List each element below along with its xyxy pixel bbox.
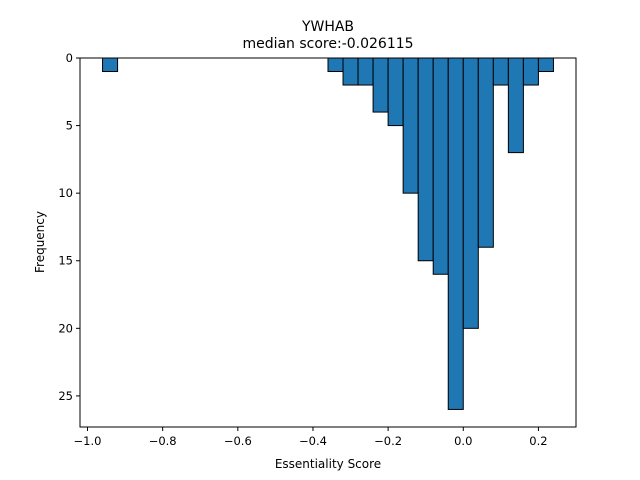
histogram-bar <box>387 57 404 127</box>
histogram-bar <box>492 57 509 86</box>
histogram-bar <box>372 57 389 113</box>
y-tick-label: 15 <box>58 254 73 268</box>
y-tick-label: 25 <box>58 389 73 403</box>
x-tick-label: 0.0 <box>454 434 472 448</box>
histogram-bar <box>507 57 524 154</box>
histogram-bars <box>102 57 554 410</box>
x-axis-ticks: −1.0 −0.8 −0.6 −0.4 −0.2 0.0 0.2 <box>74 427 548 448</box>
axes-frame <box>79 57 577 428</box>
chart-title: YWHAB <box>301 19 354 35</box>
histogram-bar <box>417 57 434 262</box>
histogram-bar <box>102 57 119 73</box>
histogram-bar <box>522 57 539 86</box>
y-tick-label: 5 <box>66 119 73 133</box>
x-axis-label: Essentiality Score <box>275 457 381 471</box>
x-tick-label: −0.4 <box>299 434 327 448</box>
histogram-bar <box>357 57 374 86</box>
y-axis-label: Frequency <box>33 211 47 273</box>
histogram-bar <box>327 57 344 73</box>
histogram-bar <box>477 57 494 248</box>
x-tick-label: −0.8 <box>149 434 177 448</box>
x-tick-label: −0.2 <box>374 434 402 448</box>
histogram-bar <box>432 57 449 275</box>
y-tick-label: 10 <box>58 186 73 200</box>
x-tick-label: −0.6 <box>224 434 252 448</box>
histogram-bar <box>447 57 464 410</box>
histogram-bar <box>342 57 359 86</box>
y-axis-ticks: 0 5 10 15 20 25 <box>58 51 80 403</box>
x-tick-label: −1.0 <box>74 434 102 448</box>
histogram-bar <box>537 57 554 73</box>
y-tick-label: 0 <box>66 51 73 65</box>
chart-subtitle: median score:-0.026115 <box>242 36 413 52</box>
x-tick-label: 0.2 <box>529 434 547 448</box>
histogram-bar <box>462 57 479 329</box>
y-tick-label: 20 <box>58 321 73 335</box>
histogram-bar <box>402 57 419 194</box>
